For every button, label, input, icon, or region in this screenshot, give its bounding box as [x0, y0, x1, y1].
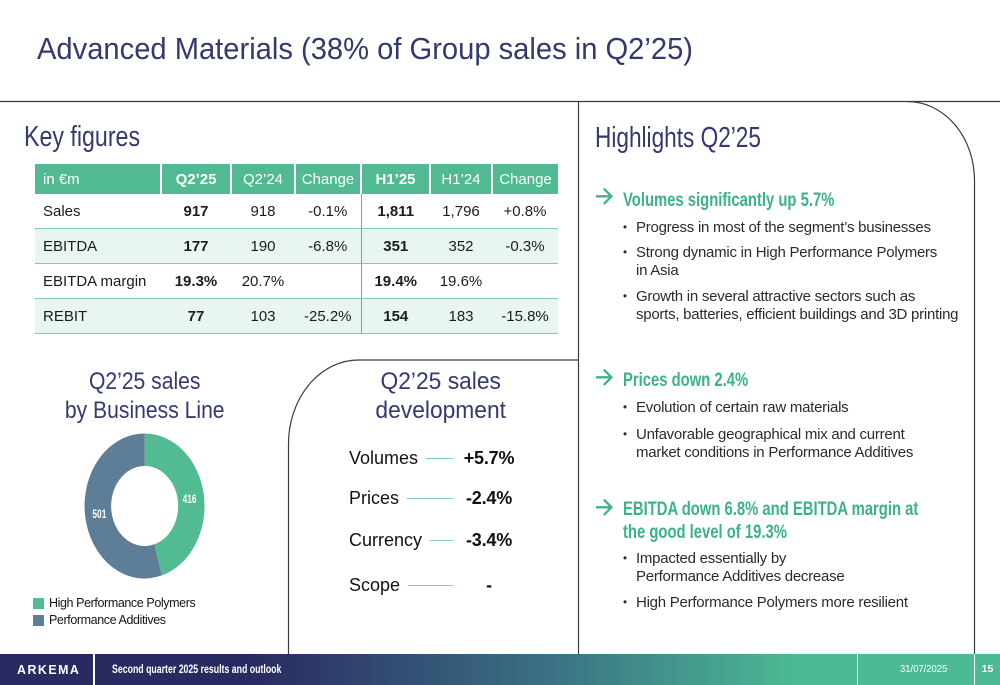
svg-text:501: 501 — [92, 507, 106, 521]
svg-text:416: 416 — [183, 492, 197, 506]
